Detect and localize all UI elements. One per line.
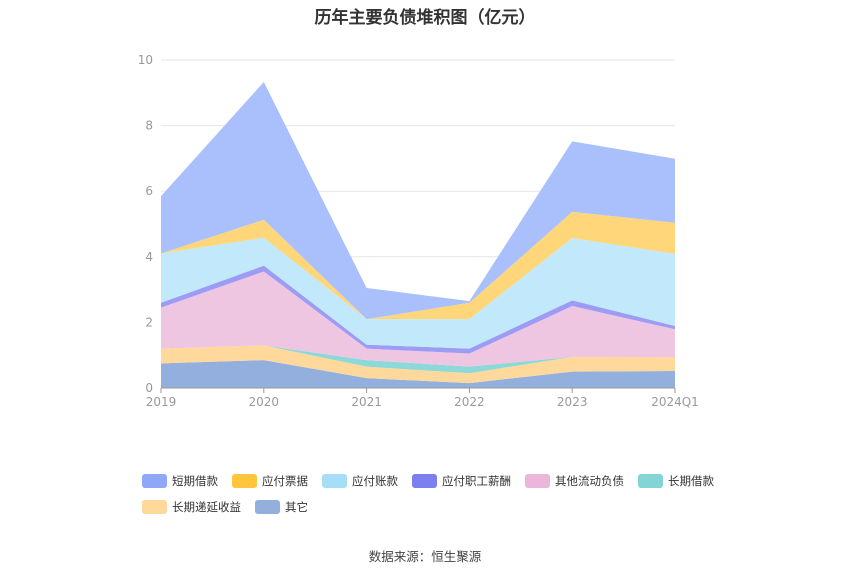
x-tick-label: 2024Q1	[651, 395, 699, 409]
x-tick-label: 2022	[454, 395, 485, 409]
legend-item[interactable]: 应付职工薪酬	[412, 474, 511, 489]
legend-item[interactable]: 其它	[255, 499, 308, 514]
legend-swatch	[142, 499, 167, 514]
area-series-短期借款	[161, 81, 675, 320]
legend-swatch	[232, 474, 257, 488]
legend-item[interactable]: 短期借款	[142, 474, 218, 489]
legend-swatch	[525, 474, 550, 488]
legend-label: 应付账款	[352, 474, 398, 488]
x-tick-label: 2019	[146, 395, 177, 409]
chart-legend: 短期借款 应付票据 应付账款 应付职工薪酬 其他流动负债 长期借款长期递延收益 其它	[142, 473, 742, 524]
x-tick-label: 2020	[249, 395, 280, 409]
x-tick-label: 2023	[557, 395, 588, 409]
area-series-应付账款	[161, 237, 675, 349]
legend-swatch	[142, 474, 167, 488]
legend-swatch	[322, 474, 347, 488]
legend-label: 其他流动负债	[555, 474, 624, 488]
legend-item[interactable]: 应付账款	[322, 474, 398, 489]
legend-label: 长期借款	[668, 474, 714, 488]
area-series-应付票据	[161, 211, 675, 320]
area-series-应付职工薪酬	[161, 265, 675, 354]
area-series-其它	[161, 360, 675, 388]
y-tick-label: 2	[145, 315, 153, 329]
legend-swatch	[412, 474, 437, 488]
y-tick-label: 10	[138, 53, 153, 67]
y-tick-label: 6	[145, 184, 153, 198]
area-series-长期借款	[161, 345, 675, 374]
data-source-note: 数据来源：恒生聚源	[368, 549, 482, 564]
legend-swatch	[638, 474, 663, 488]
x-tick-label: 2021	[351, 395, 382, 409]
legend-item[interactable]: 应付票据	[232, 474, 308, 489]
legend-label: 短期借款	[172, 474, 218, 488]
legend-label: 应付职工薪酬	[442, 474, 511, 488]
legend-label: 其它	[285, 499, 308, 514]
area-series-其他流动负债	[161, 271, 675, 367]
area-series-长期递延收益	[161, 345, 675, 384]
y-tick-label: 0	[145, 381, 153, 395]
legend-item[interactable]: 长期递延收益	[142, 499, 241, 514]
legend-label: 长期递延收益	[172, 499, 241, 514]
chart-title: 历年主要负债堆积图（亿元）	[314, 8, 536, 28]
legend-item[interactable]: 长期借款	[638, 474, 714, 489]
y-tick-label: 8	[145, 119, 153, 133]
legend-label: 应付票据	[262, 474, 308, 488]
legend-swatch	[255, 499, 280, 514]
y-tick-label: 4	[145, 250, 153, 264]
legend-item[interactable]: 其他流动负债	[525, 474, 624, 489]
